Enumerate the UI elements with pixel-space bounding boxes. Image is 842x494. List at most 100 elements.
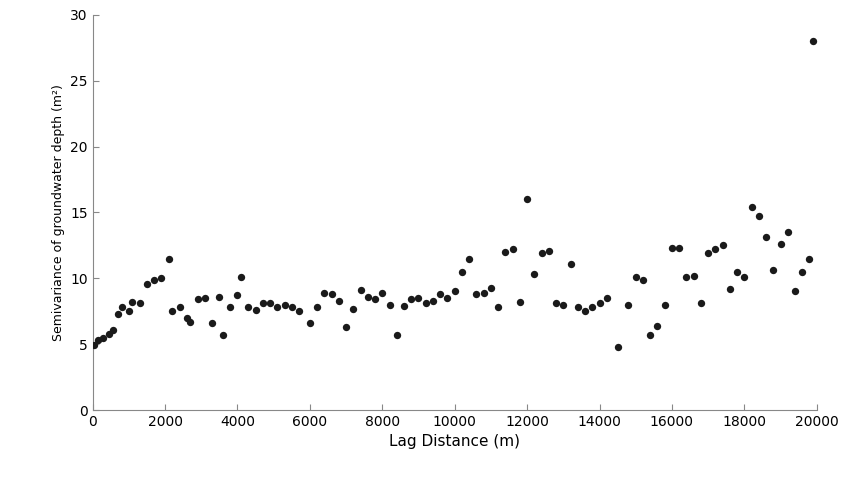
Point	[752, 212, 765, 220]
Point	[311, 303, 324, 311]
Point	[585, 303, 599, 311]
Point	[658, 301, 671, 309]
Point	[571, 303, 584, 311]
Point	[278, 301, 291, 309]
Point	[600, 294, 614, 302]
Point	[593, 299, 606, 307]
Point	[223, 303, 237, 311]
Point	[361, 293, 375, 301]
Point	[564, 260, 578, 268]
Point	[376, 289, 389, 297]
Point	[292, 307, 306, 315]
Point	[106, 326, 120, 333]
Point	[781, 228, 795, 236]
Point	[133, 299, 147, 307]
Point	[513, 298, 526, 306]
Point	[578, 307, 592, 315]
Point	[807, 37, 820, 45]
Point	[173, 303, 186, 311]
Point	[91, 336, 104, 344]
Point	[774, 240, 787, 248]
Point	[709, 246, 722, 253]
Point	[191, 295, 205, 303]
Point	[470, 290, 483, 298]
Point	[368, 295, 381, 303]
Point	[557, 301, 570, 309]
Point	[492, 303, 505, 311]
Point	[506, 246, 520, 253]
Point	[234, 273, 248, 281]
Point	[673, 244, 686, 252]
X-axis label: Lag Distance (m): Lag Distance (m)	[389, 434, 520, 450]
Point	[264, 299, 277, 307]
Point	[426, 297, 440, 305]
Point	[212, 293, 226, 301]
Point	[542, 247, 556, 254]
Point	[462, 254, 476, 262]
Point	[303, 319, 317, 327]
Point	[759, 234, 773, 242]
Point	[332, 297, 345, 305]
Point	[716, 242, 729, 249]
Point	[115, 303, 128, 311]
Point	[621, 301, 635, 309]
Point	[788, 288, 802, 295]
Point	[440, 294, 454, 302]
Point	[242, 303, 255, 311]
Point	[520, 195, 534, 203]
Point	[339, 323, 353, 331]
Point	[730, 268, 743, 276]
Point	[629, 273, 642, 281]
Point	[419, 299, 433, 307]
Point	[448, 288, 461, 295]
Point	[498, 248, 512, 256]
Point	[256, 299, 269, 307]
Point	[390, 331, 403, 339]
Point	[802, 254, 816, 262]
Point	[528, 270, 541, 278]
Point	[611, 343, 625, 351]
Point	[456, 268, 469, 276]
Point	[285, 303, 299, 311]
Point	[643, 331, 657, 339]
Point	[484, 284, 498, 291]
Point	[665, 244, 679, 252]
Point	[404, 295, 418, 303]
Point	[723, 285, 737, 293]
Y-axis label: Semivariance of groundwater depth (m²): Semivariance of groundwater depth (m²)	[51, 84, 65, 341]
Point	[434, 290, 447, 298]
Point	[397, 302, 411, 310]
Point	[102, 329, 115, 337]
Point	[738, 273, 751, 281]
Point	[122, 307, 136, 315]
Point	[155, 274, 168, 282]
Point	[270, 303, 284, 311]
Point	[637, 276, 650, 284]
Point	[796, 268, 809, 276]
Point	[354, 286, 367, 294]
Point	[216, 331, 230, 339]
Point	[205, 319, 219, 327]
Point	[88, 341, 101, 349]
Point	[694, 299, 707, 307]
Point	[745, 203, 759, 211]
Point	[111, 310, 125, 318]
Point	[477, 289, 490, 297]
Point	[766, 266, 780, 274]
Point	[166, 307, 179, 315]
Point	[535, 249, 548, 257]
Point	[198, 294, 211, 302]
Point	[651, 322, 664, 329]
Point	[162, 254, 175, 262]
Point	[125, 298, 139, 306]
Point	[412, 294, 425, 302]
Point	[249, 306, 263, 314]
Point	[679, 273, 693, 281]
Point	[140, 280, 154, 288]
Point	[687, 272, 701, 280]
Point	[184, 318, 197, 326]
Point	[701, 249, 715, 257]
Point	[317, 289, 331, 297]
Point	[325, 290, 338, 298]
Point	[347, 305, 360, 313]
